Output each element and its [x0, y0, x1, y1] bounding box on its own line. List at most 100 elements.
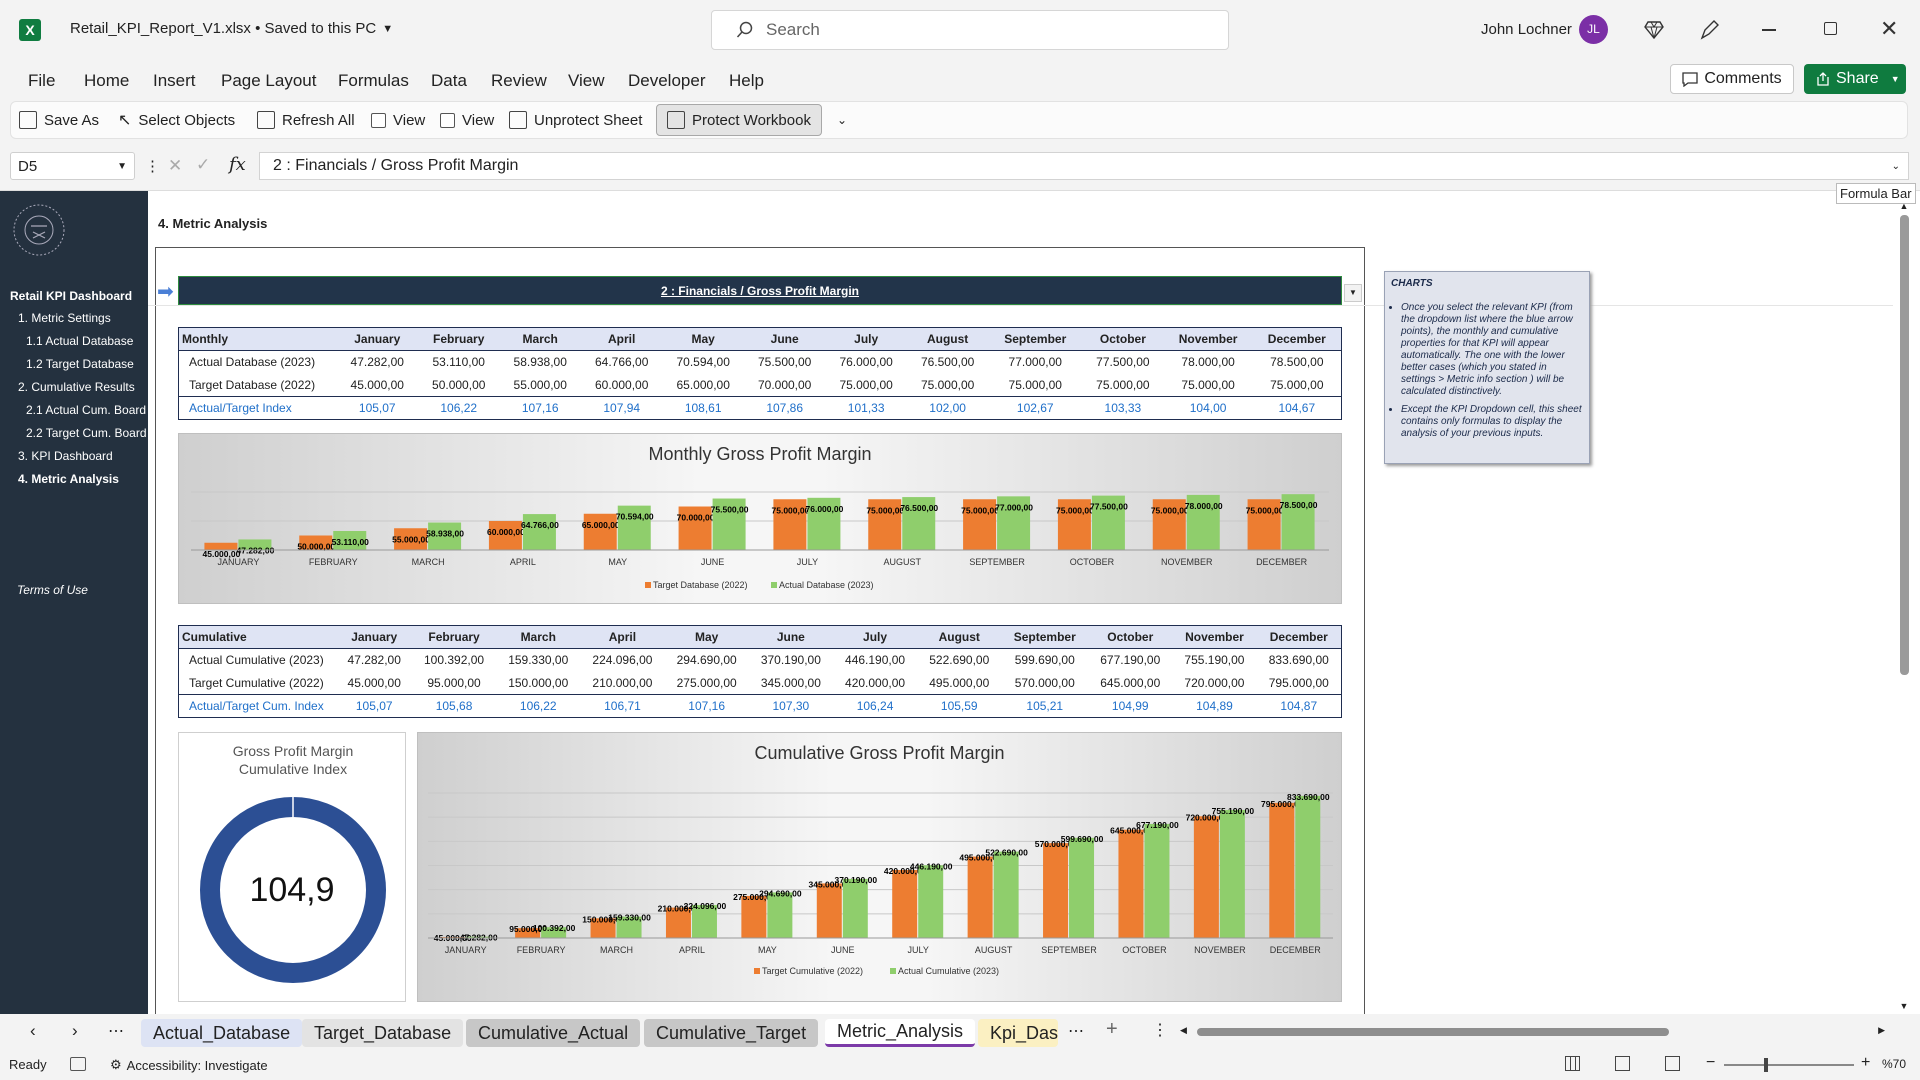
table-cell[interactable]: June — [748, 625, 833, 649]
sheet-tab-actual-database[interactable]: Actual_Database — [141, 1019, 303, 1047]
page-layout-view-icon[interactable] — [1615, 1056, 1630, 1071]
search-box[interactable]: Search — [711, 10, 1229, 50]
customize-toolbar-icon[interactable]: ⌄ — [837, 113, 848, 127]
sidebar-item-cumulative-results[interactable]: 2. Cumulative Results — [18, 380, 135, 394]
table-cell[interactable]: Actual Cumulative (2023) — [189, 653, 324, 668]
table-cell[interactable]: 105,07 — [336, 396, 418, 420]
view-checkbox-1[interactable]: View — [371, 106, 425, 134]
view-checkbox-2[interactable]: View — [440, 106, 494, 134]
table-cell[interactable]: August — [906, 327, 989, 351]
table-cell[interactable]: May — [664, 625, 749, 649]
table-cell[interactable]: 101,33 — [825, 396, 907, 420]
table-cell[interactable]: 106,22 — [417, 396, 500, 420]
sheet-tab-cumulative-target[interactable]: Cumulative_Target — [644, 1019, 819, 1047]
table-cell[interactable]: 495.000,00 — [929, 675, 990, 690]
share-button[interactable]: Share ▼ — [1804, 64, 1906, 94]
table-cell[interactable]: 420.000,00 — [845, 675, 906, 690]
scroll-left-icon[interactable]: ◀ — [1180, 1025, 1187, 1035]
table-cell[interactable]: 75.000,00 — [839, 377, 893, 392]
formula-input[interactable]: 2 : Financials / Gross Profit Margin ⌄ — [259, 152, 1909, 180]
save-as-button[interactable]: Save As — [19, 106, 99, 134]
restore-icon[interactable] — [1824, 22, 1837, 35]
table-cell[interactable]: Actual Database (2023) — [189, 355, 316, 370]
next-sheet-icon[interactable]: › — [72, 1021, 78, 1040]
table-cell[interactable]: 107,86 — [743, 396, 826, 420]
menu-formulas[interactable]: Formulas — [338, 71, 409, 90]
sidebar-item-actual-database[interactable]: 1.1 Actual Database — [26, 334, 134, 348]
table-cell[interactable]: 58.938,00 — [513, 355, 567, 370]
sheet-tab-kpi-dash[interactable]: Kpi_Dash — [978, 1019, 1058, 1047]
table-cell[interactable]: 106,22 — [496, 694, 581, 718]
page-break-view-icon[interactable] — [1665, 1056, 1680, 1071]
more-icon[interactable]: ⋮ — [145, 158, 160, 175]
table-cell[interactable]: 105,68 — [411, 694, 497, 718]
menu-help[interactable]: Help — [729, 71, 764, 90]
name-box[interactable]: D5 ▼ — [10, 152, 135, 180]
monthly-chart[interactable]: Monthly Gross Profit Margin 45.000,00 47.… — [178, 433, 1342, 604]
menu-review[interactable]: Review — [491, 71, 547, 90]
refresh-all-button[interactable]: Refresh All — [257, 106, 355, 134]
table-cell[interactable]: 677.190,00 — [1100, 653, 1161, 668]
sheet-tab-cumulative-actual[interactable]: Cumulative_Actual — [466, 1019, 641, 1047]
close-icon[interactable]: ✕ — [1880, 16, 1899, 41]
table-cell[interactable]: 55.000,00 — [513, 377, 567, 392]
menu-developer[interactable]: Developer — [628, 71, 706, 90]
table-cell[interactable]: 95.000,00 — [427, 675, 481, 690]
table-cell[interactable]: 53.110,00 — [432, 355, 485, 370]
avatar[interactable]: JL — [1579, 15, 1608, 44]
table-cell[interactable]: 78.000,00 — [1181, 355, 1235, 370]
menu-view[interactable]: View — [568, 71, 605, 90]
horizontal-scrollbar[interactable]: ◀ ▶ — [1177, 1025, 1888, 1039]
menu-insert[interactable]: Insert — [153, 71, 196, 90]
tab-options-icon[interactable]: ⋮ — [1152, 1022, 1168, 1039]
table-cell[interactable]: 795.000,00 — [1268, 675, 1329, 690]
table-cell[interactable]: 370.190,00 — [760, 653, 821, 668]
table-cell[interactable]: 75.000,00 — [920, 377, 975, 392]
table-cell[interactable]: 570.000,00 — [1014, 675, 1075, 690]
function-icon[interactable]: fx — [229, 154, 246, 175]
table-cell[interactable]: September — [1001, 625, 1089, 649]
table-cell[interactable]: 446.190,00 — [845, 653, 906, 668]
table-cell[interactable]: 720.000,00 — [1184, 675, 1245, 690]
comments-button[interactable]: Comments — [1670, 64, 1794, 94]
table-cell[interactable]: 102,00 — [906, 396, 989, 420]
table-cell[interactable]: 75.000,00 — [1181, 377, 1235, 392]
table-cell[interactable]: 102,67 — [988, 396, 1083, 420]
table-cell[interactable]: 78.500,00 — [1270, 355, 1324, 370]
scroll-right-icon[interactable]: ▶ — [1878, 1025, 1885, 1035]
table-cell[interactable]: 47.282,00 — [347, 653, 401, 668]
sidebar-title[interactable]: Retail KPI Dashboard — [10, 289, 133, 303]
table-cell[interactable]: July — [825, 327, 907, 351]
terms-of-use-link[interactable]: Terms of Use — [17, 583, 88, 597]
enter-icon[interactable]: ✓ — [196, 155, 211, 174]
table-cell[interactable]: 107,16 — [664, 694, 749, 718]
table-cell[interactable]: 104,99 — [1088, 694, 1173, 718]
table-cell[interactable]: 107,30 — [748, 694, 833, 718]
table-cell[interactable]: 106,71 — [580, 694, 665, 718]
table-cell[interactable]: 210.000,00 — [592, 675, 653, 690]
sidebar-item-metric-settings[interactable]: 1. Metric Settings — [18, 311, 111, 325]
zoom-out-icon[interactable]: − — [1706, 1054, 1716, 1071]
table-cell[interactable]: February — [417, 327, 500, 351]
table-cell[interactable]: 75.500,00 — [757, 355, 812, 370]
zoom-level[interactable]: %70 — [1882, 1057, 1907, 1071]
table-cell[interactable]: 47.282,00 — [350, 355, 404, 370]
menu-data[interactable]: Data — [431, 71, 467, 90]
normal-view-icon[interactable] — [1565, 1056, 1580, 1071]
table-cell[interactable]: 275.000,00 — [676, 675, 737, 690]
table-cell[interactable]: 104,87 — [1256, 694, 1342, 718]
table-cell[interactable]: March — [499, 327, 581, 351]
table-cell[interactable]: September — [988, 327, 1083, 351]
more-tabs-icon[interactable]: ⋯ — [1068, 1023, 1084, 1040]
scroll-down-icon[interactable]: ▼ — [1899, 1001, 1909, 1011]
table-cell[interactable]: 107,94 — [580, 396, 663, 420]
table-cell[interactable]: 75.000,00 — [1008, 377, 1062, 392]
vertical-scroll-thumb[interactable] — [1899, 215, 1909, 675]
cancel-icon[interactable]: ✕ — [168, 156, 183, 175]
protect-workbook-button[interactable]: Protect Workbook — [656, 104, 822, 136]
table-cell[interactable]: 103,33 — [1082, 396, 1164, 420]
table-cell[interactable]: January — [336, 327, 418, 351]
menu-home[interactable]: Home — [84, 71, 130, 90]
sidebar-item-target-database[interactable]: 1.2 Target Database — [26, 357, 134, 371]
table-cell[interactable]: 150.000,00 — [508, 675, 569, 690]
